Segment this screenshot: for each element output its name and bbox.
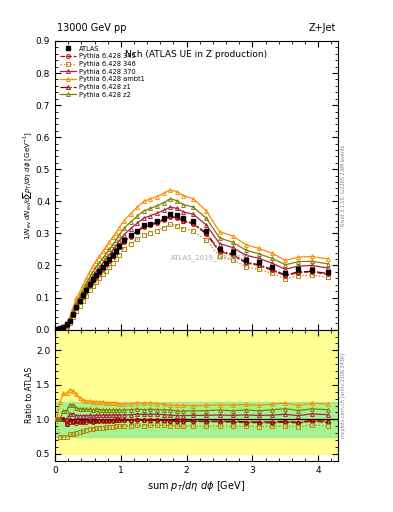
Text: mcplots.cern.ch [arXiv:1306.3436]: mcplots.cern.ch [arXiv:1306.3436]: [341, 353, 346, 438]
Bar: [55, 402, 338, 437]
Text: Rivet 3.1.10, \u2265 2.6M events: Rivet 3.1.10, \u2265 2.6M events: [341, 144, 346, 226]
Legend: ATLAS, Pythia 6.428 345, Pythia 6.428 346, Pythia 6.428 370, Pythia 6.428 ambt1,: ATLAS, Pythia 6.428 345, Pythia 6.428 34…: [58, 45, 146, 99]
Y-axis label: $1/N_{\rm ev}\ dN_{\rm ev}/d\!\sum\! p_T/d\eta\ d\phi\ [\rm{GeV}^{-1}]$: $1/N_{\rm ev}\ dN_{\rm ev}/d\!\sum\! p_T…: [22, 131, 35, 240]
X-axis label: sum $p_T/d\eta\ d\phi$ [GeV]: sum $p_T/d\eta\ d\phi$ [GeV]: [147, 479, 246, 493]
Text: 13000 GeV pp: 13000 GeV pp: [57, 23, 127, 33]
Bar: [55, 316, 338, 454]
Text: Nch (ATLAS UE in Z production): Nch (ATLAS UE in Z production): [125, 50, 268, 58]
Y-axis label: Ratio to ATLAS: Ratio to ATLAS: [26, 367, 35, 423]
Text: ATLAS_2019_I1736531: ATLAS_2019_I1736531: [171, 254, 251, 261]
Text: Z+Jet: Z+Jet: [309, 23, 336, 33]
